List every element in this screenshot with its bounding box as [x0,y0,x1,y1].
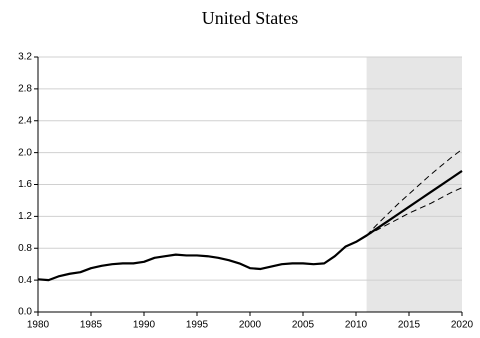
series-line [37,170,463,282]
x-tick-label: 1985 [80,320,103,331]
series-line [366,149,463,236]
x-tick-label: 2010 [345,320,368,331]
y-tick-label: 0.0 [18,307,32,318]
x-tick-label: 1980 [27,320,50,331]
x-tick-label: 1990 [133,320,156,331]
y-tick-label: 0.8 [18,243,32,254]
y-tick-label: 2.8 [18,84,32,95]
y-tick-label: 2.4 [18,115,32,126]
y-tick-label: 0.4 [18,275,32,286]
y-tick-label: 1.6 [18,179,32,190]
x-tick-label: 2000 [239,320,262,331]
y-tick-label: 1.2 [18,211,32,222]
x-tick-label: 2015 [398,320,421,331]
chart-title: United States [202,8,299,28]
series-line [366,187,463,236]
y-tick-label: 2.0 [18,147,32,158]
y-tick-label: 3.2 [18,52,32,63]
x-tick-label: 2005 [292,320,315,331]
x-tick-label: 1995 [186,320,209,331]
x-tick-label: 2020 [451,320,474,331]
